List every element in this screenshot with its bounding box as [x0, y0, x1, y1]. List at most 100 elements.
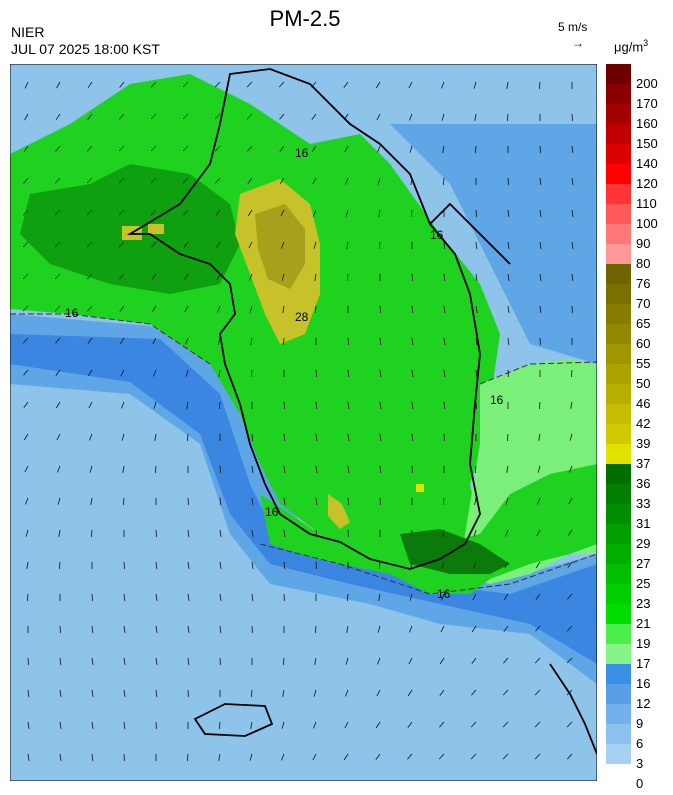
legend-swatch: [606, 324, 631, 345]
wind-arrow: [55, 401, 61, 409]
wind-arrow: [214, 113, 221, 120]
legend-tick-label: 25: [636, 576, 651, 591]
wind-arrow: [187, 497, 189, 506]
wind-arrow: [91, 721, 94, 729]
wind-arrow: [377, 657, 381, 665]
wind-arrow: [347, 337, 349, 346]
wind-arrow: [186, 401, 189, 409]
wind-arrow: [473, 81, 477, 89]
wind-arrow: [539, 81, 541, 90]
wind-arrow: [86, 209, 93, 216]
wind-arrow: [343, 113, 349, 121]
wind-arrow: [120, 369, 125, 377]
wind-arrow: [567, 561, 573, 568]
legend-swatch: [606, 404, 631, 425]
wind-arrow: [283, 337, 285, 346]
wind-arrow: [441, 113, 445, 121]
wind-arrow: [55, 177, 61, 184]
wind-arrow: [155, 625, 158, 633]
wind-arrow: [87, 305, 93, 312]
wind-arrow: [247, 145, 253, 152]
wind-arrow: [250, 337, 253, 345]
wind-arrow: [375, 81, 381, 89]
wind-arrow: [55, 369, 61, 376]
wind-arrow: [443, 305, 446, 313]
agency-label: NIER: [11, 24, 45, 40]
wind-arrow: [24, 81, 29, 89]
wind-scale-arrow-icon: →: [572, 36, 584, 50]
wind-arrow: [279, 145, 285, 152]
wind-arrow: [311, 145, 317, 153]
legend-tick-label: 120: [636, 176, 658, 191]
pm25-map: 16 16 16 16 28 16 16: [10, 64, 597, 781]
wind-arrow: [187, 625, 190, 633]
wind-arrow: [219, 401, 221, 410]
wind-arrow: [345, 657, 349, 665]
legend-tick-label: 76: [636, 276, 651, 291]
wind-arrow: [535, 593, 541, 600]
wind-arrow: [219, 529, 222, 537]
wind-arrow: [151, 241, 157, 248]
wind-arrow: [571, 369, 573, 378]
wind-arrow: [214, 81, 221, 88]
concentration-fields: [10, 74, 597, 684]
legend-tick-label: 31: [636, 516, 651, 531]
unit-base: μg/m: [614, 39, 644, 55]
wind-arrow: [566, 657, 573, 664]
yellow-hotspot-inner: [255, 204, 305, 289]
wind-arrow: [23, 401, 29, 408]
wind-arrow: [377, 145, 381, 153]
wind-arrow: [472, 593, 477, 601]
contour-label: 16: [490, 393, 504, 407]
legend-swatch: [606, 284, 631, 305]
wind-arrow: [118, 145, 125, 152]
wind-arrow: [183, 209, 189, 216]
contour-label: 16: [295, 146, 309, 160]
coastlines: [126, 68, 597, 755]
contour-label: 28: [295, 310, 309, 324]
wind-arrow: [474, 497, 477, 505]
wind-arrow: [534, 753, 541, 760]
wind-arrow: [281, 753, 285, 761]
wind-arrow: [27, 689, 30, 698]
wind-arrow: [439, 657, 445, 665]
wind-arrow: [409, 145, 413, 153]
wind-arrow: [567, 753, 573, 760]
legend-swatch: [606, 564, 631, 585]
wind-arrow: [376, 689, 381, 697]
wind-arrow: [411, 433, 414, 442]
wind-arrow: [443, 401, 446, 410]
wind-arrow: [215, 241, 221, 249]
legend-swatch: [606, 744, 631, 764]
wind-arrow: [313, 241, 317, 249]
wind-arrow: [219, 721, 221, 730]
wind-arrow: [347, 401, 350, 409]
wind-arrow: [439, 689, 445, 696]
wind-arrow: [22, 241, 29, 248]
wind-arrow: [89, 433, 93, 441]
wind-arrow: [187, 433, 189, 442]
wind-arrow: [475, 305, 478, 313]
wind-arrow: [249, 273, 253, 281]
wind-arrow: [151, 305, 157, 313]
wind-arrow: [475, 465, 477, 474]
wind-arrow: [441, 561, 445, 569]
wind-arrow: [411, 273, 413, 282]
wind-arrow: [25, 529, 29, 537]
legend-tick-label: 50: [636, 376, 651, 391]
wind-arrow: [535, 561, 541, 569]
wind-arrow: [91, 657, 94, 665]
green-region-south: [260, 464, 597, 594]
legend-swatch: [606, 524, 631, 545]
wind-arrow: [218, 369, 221, 377]
legend-tick-label: 27: [636, 556, 651, 571]
wind-arrow: [55, 337, 61, 344]
wind-arrow: [185, 337, 189, 345]
wind-arrow: [311, 81, 317, 88]
wind-arrow: [475, 337, 478, 345]
legend-tick-label: 17: [636, 656, 651, 671]
legend-tick-label: 80: [636, 256, 651, 271]
wind-arrow: [283, 561, 286, 570]
legend-tick-label: 21: [636, 616, 651, 631]
contour-16-south: [259, 543, 597, 595]
